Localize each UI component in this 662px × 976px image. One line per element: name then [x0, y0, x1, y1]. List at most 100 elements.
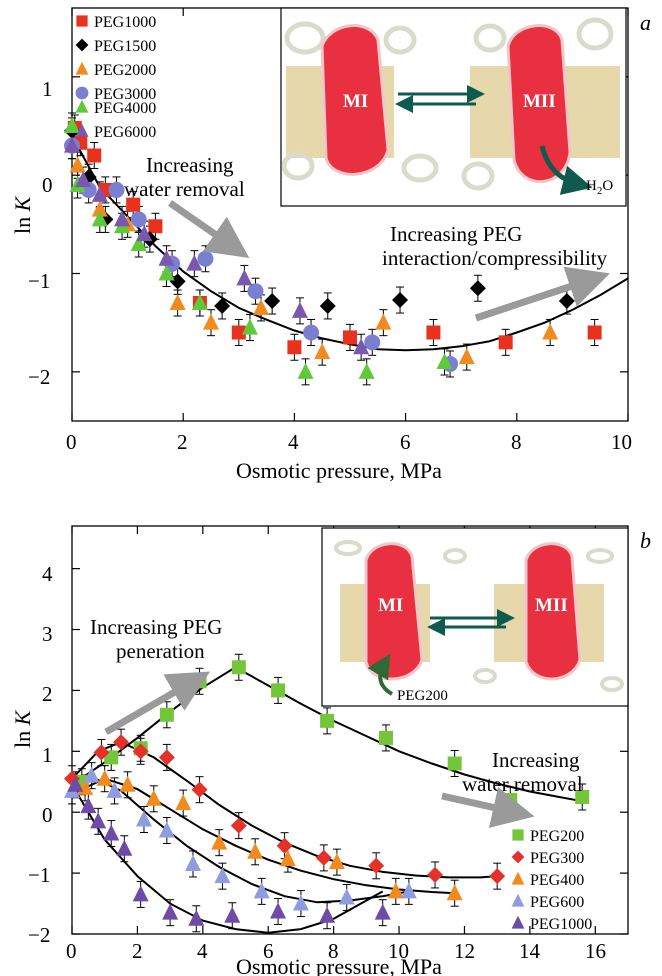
data-point [135, 810, 152, 827]
y-tick-label: −2 [28, 365, 50, 389]
legend-label: PEG300 [530, 850, 584, 867]
legend-label: PEG2000 [94, 62, 156, 79]
y-tick-label: −1 [28, 269, 50, 293]
y-axis-title: ln K [10, 709, 35, 748]
data-point [247, 842, 264, 859]
data-point [185, 854, 202, 871]
peg-coil [600, 676, 624, 692]
panel-a: 1 0 −1 −2 0 2 4 6 8 10 Osmotic pressure,… [10, 7, 651, 483]
data-point [575, 789, 590, 804]
data-point [231, 660, 246, 675]
y-tick-label: 2 [42, 682, 53, 706]
y-tick-label: 4 [42, 562, 53, 586]
y-axis-ln: ln [10, 211, 35, 234]
inset-a-state-left: MI [343, 91, 368, 112]
annotation-water-removal-line2: water removal [462, 772, 583, 796]
y-tick-label: 0 [42, 803, 53, 827]
legend-marker [511, 850, 525, 864]
data-point [458, 348, 475, 365]
legend-label: PEG1000 [94, 14, 156, 31]
data-point [158, 821, 175, 838]
data-point [236, 269, 253, 286]
peg-coil [334, 540, 362, 556]
data-point [130, 235, 147, 251]
legend-label: PEG1500 [94, 38, 156, 55]
data-point [64, 136, 80, 153]
x-tick-label: 6 [400, 430, 411, 454]
data-point [214, 867, 231, 884]
annotation-water-removal-line1: Increasing [492, 748, 580, 772]
data-point [132, 885, 149, 902]
data-point [211, 833, 228, 850]
inset-b-state-right: MII [535, 595, 568, 616]
data-point [303, 324, 320, 341]
data-point [542, 323, 559, 340]
legend-label: PEG6000 [94, 124, 156, 141]
y-tick-label: 0 [42, 173, 53, 197]
data-point [264, 293, 281, 310]
data-point [271, 683, 286, 698]
data-point [158, 749, 175, 766]
x-tick-label: 4 [288, 430, 299, 454]
legend-marker [75, 99, 89, 113]
peg-coil [461, 161, 495, 191]
legend-label: PEG400 [530, 872, 584, 889]
legend-marker [511, 915, 525, 929]
legend-label: PEG1000 [530, 916, 592, 933]
data-point [287, 340, 302, 355]
legend-a: PEG1000 PEG1500 PEG2000 PEG3000 PEG4000 … [75, 14, 156, 141]
data-point [320, 713, 335, 728]
data-point [436, 353, 453, 369]
protein-mii [524, 542, 582, 681]
data-point [253, 882, 270, 899]
annotation-peg-interaction-line2: interaction/compressibility [382, 246, 608, 270]
data-point [469, 280, 486, 297]
peg-coil [383, 25, 417, 55]
y-tick-label: 1 [42, 77, 53, 101]
data-point [231, 325, 246, 340]
water-label-o: O [602, 178, 613, 194]
legend-label: PEG4000 [94, 100, 156, 117]
data-point [159, 707, 174, 722]
data-point [270, 902, 287, 919]
x-tick-label: 16 [585, 939, 606, 963]
data-point [387, 882, 404, 899]
plot-frame-b [71, 525, 629, 935]
x-tick-label: 2 [132, 939, 143, 963]
annotation-water-removal-line1: Increasing [146, 153, 234, 177]
x-tick-label: 10 [611, 430, 632, 454]
peg-coil [281, 151, 315, 181]
inset-b: MI MII PEG200 [321, 527, 629, 707]
water-label-sub: 2 [597, 185, 603, 197]
x-tick-label: 2 [177, 430, 188, 454]
data-point [558, 293, 575, 310]
data-point [158, 249, 175, 266]
data-point [80, 797, 97, 814]
x-tick-label: 8 [328, 939, 339, 963]
data-point [315, 849, 332, 866]
legend-label: PEG200 [530, 828, 584, 845]
legend-marker [75, 61, 89, 75]
data-point [91, 185, 108, 202]
data-point [375, 313, 392, 330]
data-point [191, 781, 208, 798]
data-point [91, 210, 108, 227]
data-point [291, 301, 308, 318]
data-point [241, 318, 258, 335]
panel-letter-a: a [640, 10, 651, 35]
data-point [175, 794, 192, 811]
data-point [587, 325, 602, 340]
data-point [319, 906, 336, 923]
data-point [90, 812, 107, 829]
peg-coil [284, 21, 326, 55]
data-points-a [64, 117, 602, 379]
inset-a-state-right: MII [523, 91, 556, 112]
peg-coil [586, 548, 614, 564]
data-point [253, 298, 270, 315]
peg-coil [443, 548, 467, 564]
data-point [67, 775, 84, 792]
annotation-peg-penetration-line2: peneration [116, 639, 205, 663]
data-point [392, 292, 409, 309]
data-point [214, 297, 231, 314]
data-point [169, 273, 186, 290]
